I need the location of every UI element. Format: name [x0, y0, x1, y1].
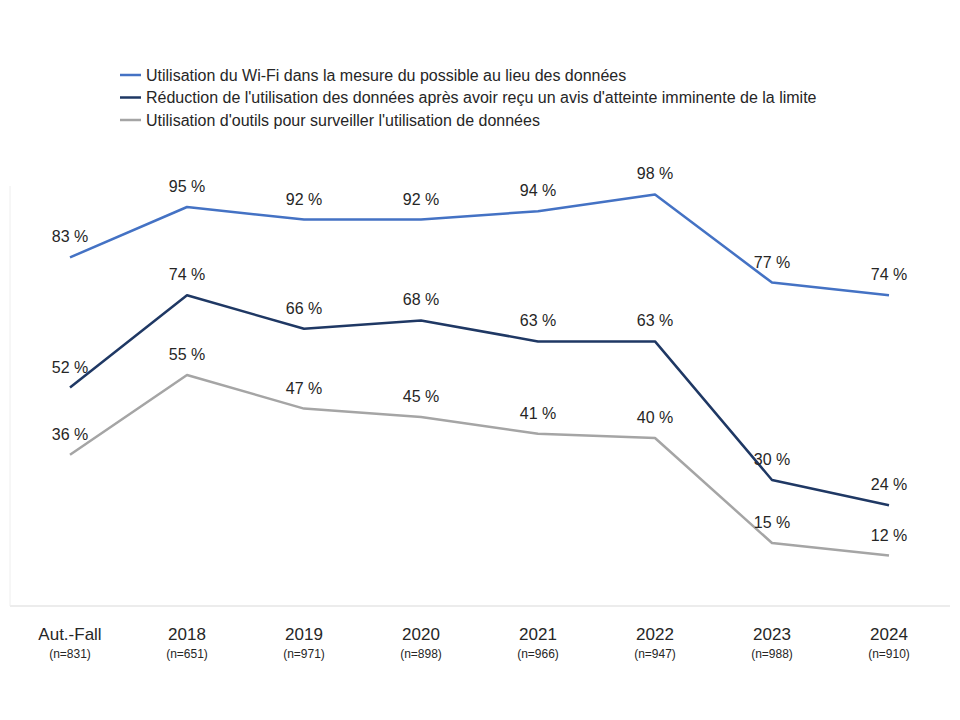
legend-swatch [120, 119, 141, 122]
data-label: 12 % [871, 527, 907, 544]
legend-label: Utilisation d'outils pour surveiller l'u… [146, 112, 540, 129]
legend-swatch [120, 96, 141, 99]
data-label: 77 % [754, 254, 790, 271]
data-label: 74 % [169, 266, 205, 283]
sample-size-label: (n=947) [634, 647, 676, 661]
data-label: 52 % [52, 359, 88, 376]
x-tick-label: Aut.-Fall [38, 625, 101, 644]
y-axis [10, 186, 11, 606]
sample-size-label: (n=898) [400, 647, 442, 661]
sample-size-label: (n=910) [868, 647, 910, 661]
data-label: 24 % [871, 476, 907, 493]
x-tick-label: 2023 [753, 625, 791, 644]
data-label: 92 % [286, 191, 322, 208]
data-label: 36 % [52, 426, 88, 443]
sample-size-label: (n=966) [517, 647, 559, 661]
data-label: 47 % [286, 380, 322, 397]
data-label: 63 % [520, 312, 556, 329]
data-label: 95 % [169, 178, 205, 195]
chart: Utilisation du Wi-Fi dans la mesure du p… [0, 0, 960, 720]
data-label: 41 % [520, 405, 556, 422]
series-line [70, 194, 889, 295]
x-tick-label: 2024 [870, 625, 908, 644]
data-label: 45 % [403, 388, 439, 405]
data-label: 55 % [169, 346, 205, 363]
x-tick-label: 2018 [168, 625, 206, 644]
x-tick-label: 2021 [519, 625, 557, 644]
lines [70, 194, 889, 555]
data-label: 15 % [754, 514, 790, 531]
x-axis [10, 606, 950, 607]
series-line [70, 295, 889, 505]
data-label: 94 % [520, 182, 556, 199]
data-label: 40 % [637, 409, 673, 426]
sample-size-label: (n=971) [283, 647, 325, 661]
legend-label: Utilisation du Wi-Fi dans la mesure du p… [146, 67, 626, 84]
data-label: 63 % [637, 312, 673, 329]
data-label: 30 % [754, 451, 790, 468]
data-label: 98 % [637, 165, 673, 182]
legend-label: Réduction de l'utilisation des données a… [146, 89, 817, 106]
data-label: 92 % [403, 191, 439, 208]
x-tick-label: 2019 [285, 625, 323, 644]
sample-size-label: (n=988) [751, 647, 793, 661]
data-label: 83 % [52, 228, 88, 245]
series-line [70, 375, 889, 556]
data-label: 66 % [286, 300, 322, 317]
x-tick-label: 2022 [636, 625, 674, 644]
data-labels: 83 % 95 % 92 % 92 % 94 % 98 % 77 % 74 % 52 % 74 %… [52, 165, 907, 543]
sample-size-label: (n=651) [166, 647, 208, 661]
sample-size-label: (n=831) [49, 647, 91, 661]
legend-swatch [120, 74, 141, 77]
data-label: 74 % [871, 266, 907, 283]
legend: Utilisation du Wi-Fi dans la mesure du p… [120, 67, 817, 129]
x-tick-label: 2020 [402, 625, 440, 644]
data-label: 68 % [403, 291, 439, 308]
